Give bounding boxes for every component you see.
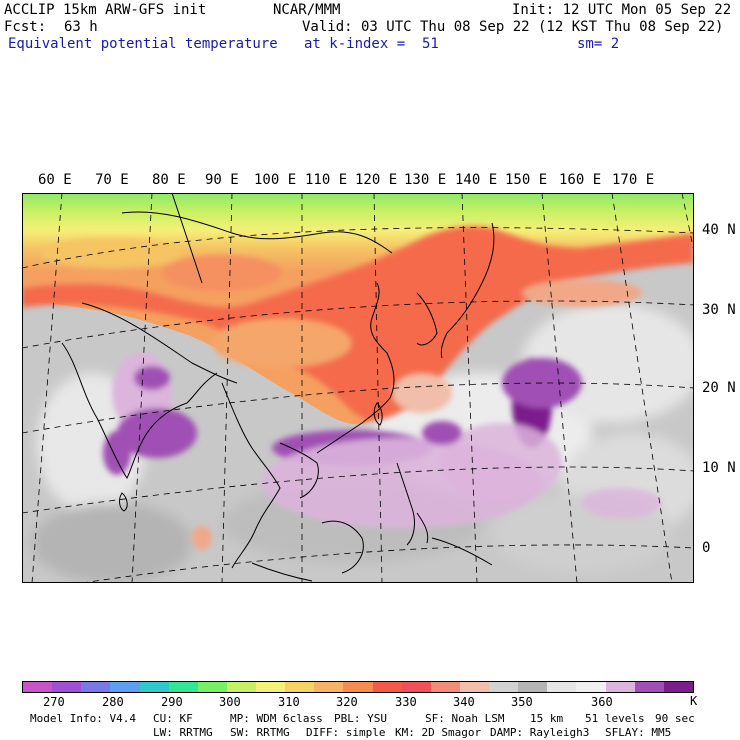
level-label: at k-index = 51 bbox=[304, 36, 439, 52]
colorbar-segment bbox=[226, 682, 256, 692]
colorbar-segment bbox=[372, 682, 402, 692]
colorbar-segment bbox=[23, 682, 53, 692]
colorbar-tick-340: 340 bbox=[453, 695, 475, 709]
colorbar-segment bbox=[547, 682, 577, 692]
footer-sf: SF: Noah LSM bbox=[425, 712, 505, 725]
org-label: NCAR/MMM bbox=[273, 2, 341, 18]
colorbar-segment bbox=[663, 682, 693, 692]
footer-sw: SW: RRTMG bbox=[230, 726, 290, 739]
theta-e-map bbox=[22, 193, 694, 583]
colorbar-tick-330: 330 bbox=[395, 695, 417, 709]
forecast-hour: 63 h bbox=[64, 19, 98, 35]
colorbar-segment bbox=[285, 682, 315, 692]
orange-patches bbox=[42, 238, 642, 413]
colorbar-segment bbox=[430, 682, 460, 692]
lon-label-150e: 150 E bbox=[505, 172, 548, 188]
footer-timestep: 90 sec bbox=[655, 712, 695, 725]
field-name: Equivalent potential temperature bbox=[8, 36, 278, 52]
colorbar-segment bbox=[576, 682, 606, 692]
colorbar-tick-310: 310 bbox=[278, 695, 300, 709]
colorbar-segment bbox=[110, 682, 140, 692]
lon-label-100e: 100 E bbox=[254, 172, 297, 188]
colorbar bbox=[22, 681, 694, 693]
colorbar-segment bbox=[459, 682, 489, 692]
valid-time: Valid: 03 UTC Thu 08 Sep 22 (12 KST Thu … bbox=[302, 19, 724, 35]
colorbar-tick-360: 360 bbox=[591, 695, 613, 709]
footer-damp: DAMP: Rayleigh3 bbox=[490, 726, 590, 739]
lon-label-80e: 80 E bbox=[152, 172, 186, 188]
colorbar-segment bbox=[605, 682, 635, 692]
red-core bbox=[22, 226, 694, 421]
lon-label-170e: 170 E bbox=[612, 172, 655, 188]
model-title: ACCLIP 15km ARW-GFS init bbox=[4, 2, 207, 18]
colorbar-tick-270: 270 bbox=[43, 695, 65, 709]
lat-label-20n: 20 N bbox=[702, 380, 736, 396]
colorbar-segment bbox=[52, 682, 82, 692]
footer-diff: DIFF: simple bbox=[306, 726, 386, 739]
smoothing-label: sm= 2 bbox=[577, 36, 620, 52]
colorbar-tick-280: 280 bbox=[102, 695, 124, 709]
lon-label-140e: 140 E bbox=[455, 172, 498, 188]
colorbar-segment bbox=[197, 682, 227, 692]
colorbar-tick-290: 290 bbox=[161, 695, 183, 709]
colorbar-segment bbox=[343, 682, 373, 692]
footer-levels: 51 levels bbox=[585, 712, 645, 725]
colorbar-segment bbox=[168, 682, 198, 692]
colorbar-tick-300: 300 bbox=[219, 695, 241, 709]
colorbar-tick-320: 320 bbox=[336, 695, 358, 709]
footer-cu: CU: KF bbox=[153, 712, 193, 725]
footer-resolution: 15 km bbox=[530, 712, 564, 725]
lon-label-90e: 90 E bbox=[205, 172, 239, 188]
colorbar-segment bbox=[489, 682, 519, 692]
colorbar-segment bbox=[634, 682, 664, 692]
lon-label-110e: 110 E bbox=[305, 172, 348, 188]
colorbar-segment bbox=[518, 682, 548, 692]
convective-areas bbox=[103, 353, 662, 550]
lon-label-130e: 130 E bbox=[404, 172, 447, 188]
colorbar-tick-350: 350 bbox=[511, 695, 533, 709]
colorbar-segment bbox=[139, 682, 169, 692]
lon-label-120e: 120 E bbox=[355, 172, 398, 188]
map-frame bbox=[22, 193, 694, 583]
lat-label-40n: 40 N bbox=[702, 222, 736, 238]
colorbar-segment bbox=[401, 682, 431, 692]
lat-label-30n: 30 N bbox=[702, 302, 736, 318]
lat-label-0: 0 bbox=[702, 540, 711, 556]
footer-sflay: SFLAY: MM5 bbox=[605, 726, 672, 739]
footer-lw: LW: RRTMG bbox=[153, 726, 213, 739]
forecast-label: Fcst: bbox=[4, 19, 47, 35]
colorbar-segment bbox=[81, 682, 111, 692]
footer-km: KM: 2D Smagor bbox=[395, 726, 482, 739]
footer-mp: MP: WDM 6class bbox=[230, 712, 323, 725]
graticule bbox=[22, 193, 694, 583]
init-time: Init: 12 UTC Mon 05 Sep 22 bbox=[512, 2, 732, 18]
colorbar-segment bbox=[314, 682, 344, 692]
footer-pbl: PBL: YSU bbox=[334, 712, 387, 725]
lon-label-70e: 70 E bbox=[95, 172, 129, 188]
lon-label-160e: 160 E bbox=[559, 172, 602, 188]
lon-label-60e: 60 E bbox=[38, 172, 72, 188]
colorbar-unit: K bbox=[690, 694, 698, 708]
colorbar-segment bbox=[256, 682, 286, 692]
lat-label-10n: 10 N bbox=[702, 460, 736, 476]
coastlines bbox=[61, 193, 495, 582]
footer-model-info: Model Info: V4.4 bbox=[30, 712, 136, 725]
map-panel bbox=[22, 193, 694, 583]
